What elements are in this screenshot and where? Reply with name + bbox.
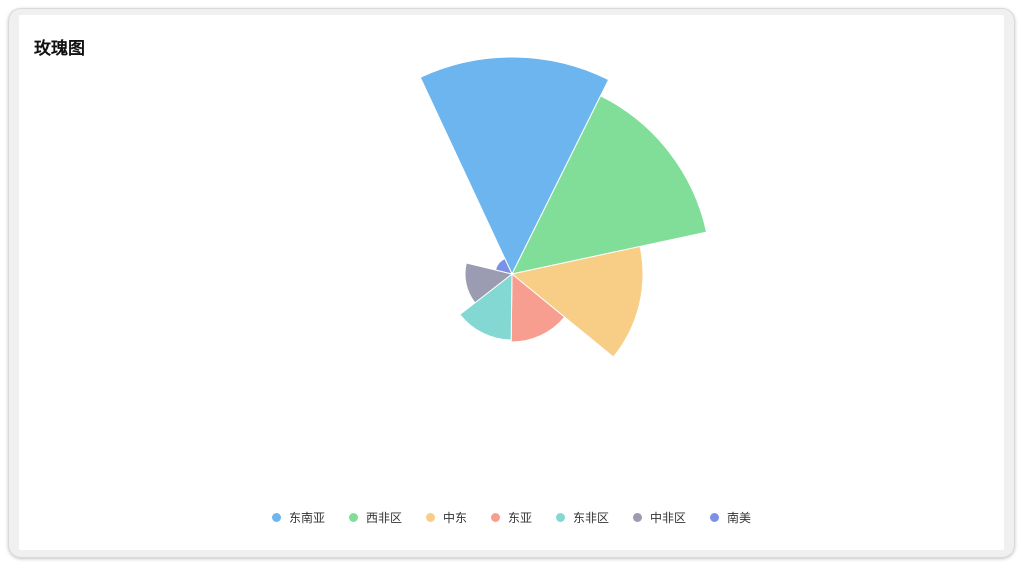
legend-label: 西非区 — [365, 510, 402, 525]
legend-label: 东非区 — [573, 510, 610, 525]
legend-dot-icon — [271, 512, 281, 522]
rose-sector-6[interactable] — [464, 262, 514, 304]
rose-chart — [419, 56, 708, 358]
legend-item-6[interactable]: 中非区 — [633, 509, 686, 526]
rose-sector-5[interactable] — [459, 272, 513, 341]
chart-legend: 东南亚 西非区 中东 东亚 东非区 中非区 南美 — [19, 508, 1004, 526]
legend-item-2[interactable]: 西非区 — [348, 509, 402, 526]
legend-label: 中东 — [442, 510, 467, 525]
legend-dot-icon — [633, 512, 643, 522]
rose-sector-7[interactable] — [494, 257, 513, 275]
legend-dot-icon — [710, 512, 720, 522]
legend-item-5[interactable]: 东非区 — [556, 509, 609, 526]
legend-label: 东亚 — [507, 510, 532, 525]
legend-label: 东南亚 — [288, 510, 325, 525]
rose-sector-3[interactable] — [510, 245, 644, 358]
rose-sector-2[interactable] — [511, 95, 708, 275]
rose-sector-4[interactable] — [510, 272, 566, 343]
legend-label: 南美 — [727, 510, 752, 525]
legend-dot-icon — [348, 512, 358, 522]
legend-item-7[interactable]: 南美 — [710, 509, 751, 526]
legend-item-4[interactable]: 东亚 — [490, 509, 532, 526]
chart-card: 玫瑰图 东南亚 西非区 中东 东亚 东非区 中非区 南美 — [19, 15, 1004, 550]
legend-label: 中非区 — [650, 510, 687, 525]
legend-dot-icon — [556, 512, 565, 522]
legend-dot-icon — [425, 512, 435, 522]
rose-sector-1[interactable] — [419, 56, 610, 276]
chart-title: 玫瑰图 — [34, 39, 85, 59]
legend-dot-icon — [490, 512, 500, 522]
legend-item-1[interactable]: 东南亚 — [271, 509, 325, 526]
legend-item-3[interactable]: 中东 — [425, 509, 467, 526]
